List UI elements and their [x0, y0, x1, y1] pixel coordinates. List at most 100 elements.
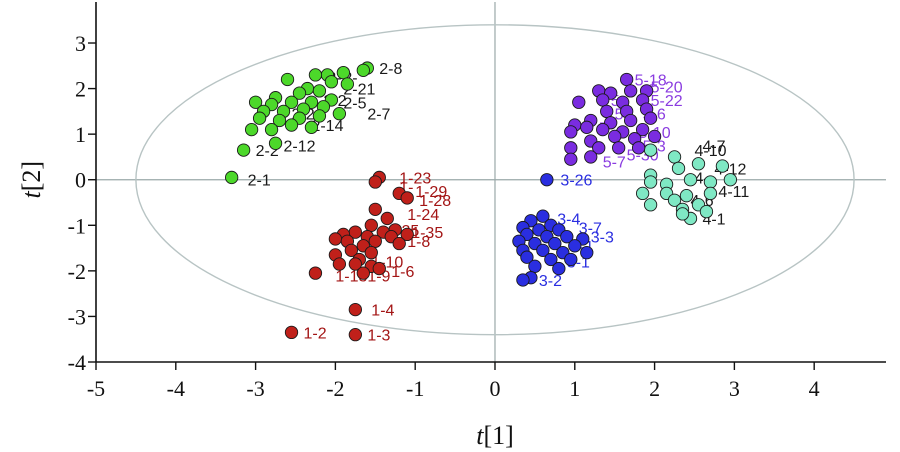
point-label: 5: [611, 93, 620, 110]
data-point-group-5: [600, 104, 614, 119]
data-point-group-1: [328, 232, 343, 246]
data-point-group-2: [268, 136, 283, 150]
data-point-group-1: [364, 218, 378, 232]
y-tick-label: 2: [75, 77, 86, 102]
data-point-group-1: [308, 266, 323, 280]
data-point-group-5: [635, 122, 650, 137]
point-label: 2-12: [284, 139, 316, 156]
data-point-group-5: [631, 141, 646, 155]
data-point-group-5: [584, 150, 598, 164]
confidence-ellipse: [135, 24, 855, 336]
point-label: 5-18: [635, 72, 667, 89]
data-point-group-5: [596, 93, 610, 107]
data-point-group-4: [635, 186, 650, 201]
data-point-group-2: [264, 122, 279, 137]
point-label: 1-28: [419, 193, 451, 210]
data-point-group-4: [691, 157, 706, 171]
x-tick-label: -4: [167, 376, 185, 401]
data-point-group-1: [392, 236, 406, 251]
point-label: 3-3: [591, 230, 614, 247]
point-label: 3-2: [539, 273, 562, 290]
data-point-group-3: [560, 230, 574, 244]
point-label: 3-26: [560, 173, 592, 190]
data-point-group-5: [647, 129, 662, 144]
data-point-group-1: [380, 211, 394, 226]
y-axis-title: t[2]: [17, 161, 46, 199]
data-point-group-5: [620, 72, 634, 87]
point-label: 1-23: [399, 170, 431, 187]
data-point-group-4: [643, 198, 658, 212]
confidence-ellipse-group: [135, 24, 855, 336]
y-tick-label: -4: [68, 350, 86, 375]
data-point-group-3: [536, 209, 550, 223]
data-point-group-5: [572, 95, 586, 109]
data-point-group-4: [643, 143, 658, 157]
point-label: 3-4: [557, 211, 580, 228]
y-tick-label: -2: [68, 259, 86, 284]
data-point-group-1: [368, 175, 382, 189]
x-tick-label: -5: [87, 376, 105, 401]
data-point-group-2: [284, 118, 299, 132]
data-point-group-3: [520, 250, 534, 264]
y-tick-label: 0: [75, 168, 86, 193]
data-point-group-2: [292, 86, 307, 100]
data-point-group-1: [284, 325, 299, 340]
reference-lines: [96, 2, 886, 362]
data-point-group-3: [528, 259, 542, 273]
data-point-group-2: [280, 72, 295, 87]
data-point-group-2: [332, 106, 347, 121]
data-point-group-3: [544, 252, 558, 267]
data-point-group-5: [643, 111, 658, 125]
point-label: 2-8: [379, 61, 402, 78]
y-tick-label: -3: [68, 304, 86, 329]
x-tick-label: 3: [729, 376, 740, 401]
data-points: [225, 61, 738, 342]
point-labels: 1-231-1-291-281-241-251-351-81-101-61-13…: [248, 61, 750, 345]
data-point-group-4: [675, 207, 690, 221]
x-tick-label: -2: [326, 376, 344, 401]
data-point-group-2: [252, 111, 267, 125]
data-point-group-4: [667, 193, 682, 207]
point-label: 1-6: [391, 264, 414, 281]
data-point-group-2: [225, 170, 239, 185]
data-point-group-5: [592, 141, 606, 155]
data-point-group-1: [348, 257, 362, 271]
data-point-group-4: [699, 204, 714, 219]
point-label: 2-1: [248, 173, 271, 190]
data-point-group-1: [344, 243, 359, 258]
data-point-group-4: [667, 150, 682, 164]
data-point-group-2: [312, 84, 327, 98]
point-label: 5-7: [603, 154, 626, 171]
data-point-group-4: [703, 186, 718, 201]
point-label: 1-29: [415, 184, 447, 201]
data-point-group-2: [248, 95, 263, 109]
data-point-group-2: [312, 109, 327, 123]
data-point-group-3: [548, 236, 562, 251]
data-point-group-2: [304, 120, 319, 134]
x-tick-label: -3: [246, 376, 264, 401]
data-point-group-5: [608, 129, 622, 144]
data-point-group-5: [564, 152, 578, 166]
y-tick-label: -1: [68, 213, 86, 238]
data-point-group-4: [683, 173, 698, 187]
point-label: 1-4: [371, 303, 394, 320]
data-point-group-5: [564, 141, 578, 155]
data-point-group-1: [348, 302, 362, 317]
point-label: 5: [615, 107, 624, 124]
data-point-group-2: [284, 95, 299, 109]
point-label: 2-7: [367, 107, 390, 124]
point-label: 4-7: [702, 139, 725, 156]
data-point-group-5: [612, 141, 626, 155]
data-point-group-5: [564, 125, 578, 139]
data-point-group-4: [703, 175, 718, 189]
data-point-group-2: [308, 68, 323, 82]
y-tick-label: 3: [75, 31, 86, 56]
data-point-group-1: [332, 257, 347, 271]
data-point-group-3: [516, 273, 530, 287]
x-tick-label: 4: [809, 376, 820, 401]
data-point-group-4: [643, 175, 658, 189]
x-tick-label: 1: [569, 376, 580, 401]
data-point-group-3: [580, 245, 594, 260]
data-point-group-4: [679, 189, 694, 203]
